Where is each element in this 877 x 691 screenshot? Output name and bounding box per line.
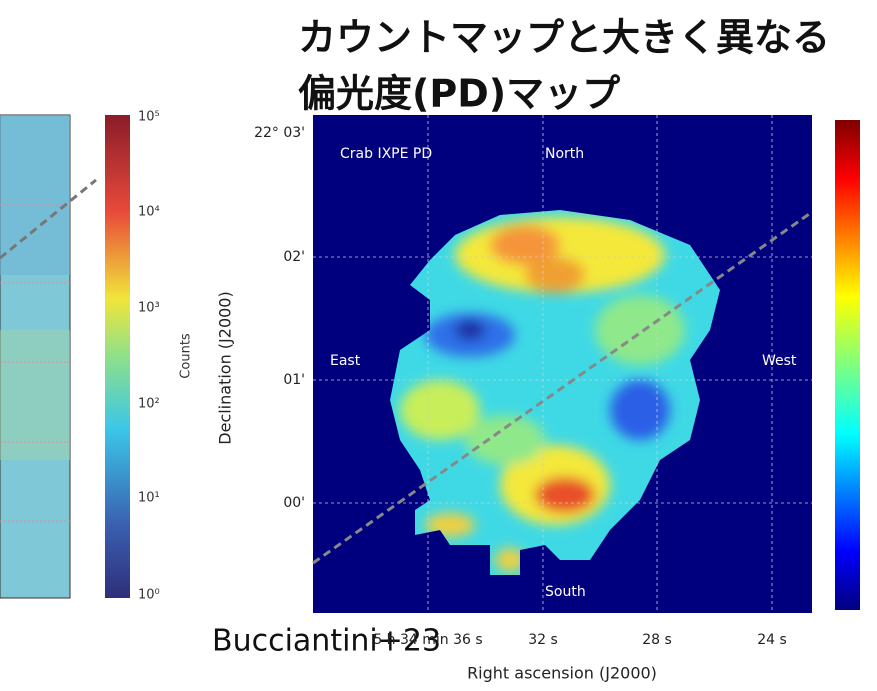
y-tick-label: 02' [283, 249, 305, 265]
pd-map [313, 115, 812, 613]
slide: カウントマップと大きく異なる 偏光度(PD)マップ 10⁵ 10⁴ 10³ 10… [0, 0, 877, 687]
colorbar-label: Counts [179, 333, 194, 379]
x-axis-label: Right ascension (J2000) [467, 664, 657, 683]
annotation: East [330, 353, 361, 369]
colorbar-tick-label: 10⁵ [138, 110, 160, 125]
annotation: Crab IXPE PD [340, 146, 432, 162]
annotation: North [545, 146, 584, 162]
title-line: カウントマップと大きく異なる [298, 16, 830, 60]
annotation: South [545, 584, 586, 600]
colorbar-tick-label: 10² [138, 397, 160, 412]
y-axis-label: Declination (J2000) [216, 291, 235, 444]
x-tick-label: 24 s [757, 632, 787, 648]
x-tick-label: 28 s [642, 632, 672, 648]
colorbar-tick-label: 10⁰ [138, 588, 160, 603]
colorbar-tick-label: 10¹ [138, 491, 160, 506]
y-tick-label: 22° 03' [254, 125, 305, 141]
title-line: 偏光度(PD)マップ [298, 72, 620, 116]
colorbar [835, 120, 860, 610]
x-tick-label: 5 h 34 min 36 s [373, 632, 482, 648]
y-tick-label: 00' [283, 495, 305, 511]
colorbar-tick-label: 10³ [138, 301, 160, 316]
colorbar-tick-label: 10⁴ [138, 205, 160, 220]
annotation: West [762, 353, 797, 369]
count-map [0, 115, 96, 598]
colorbar [105, 115, 130, 598]
y-tick-label: 01' [283, 372, 305, 388]
x-tick-label: 32 s [528, 632, 558, 648]
